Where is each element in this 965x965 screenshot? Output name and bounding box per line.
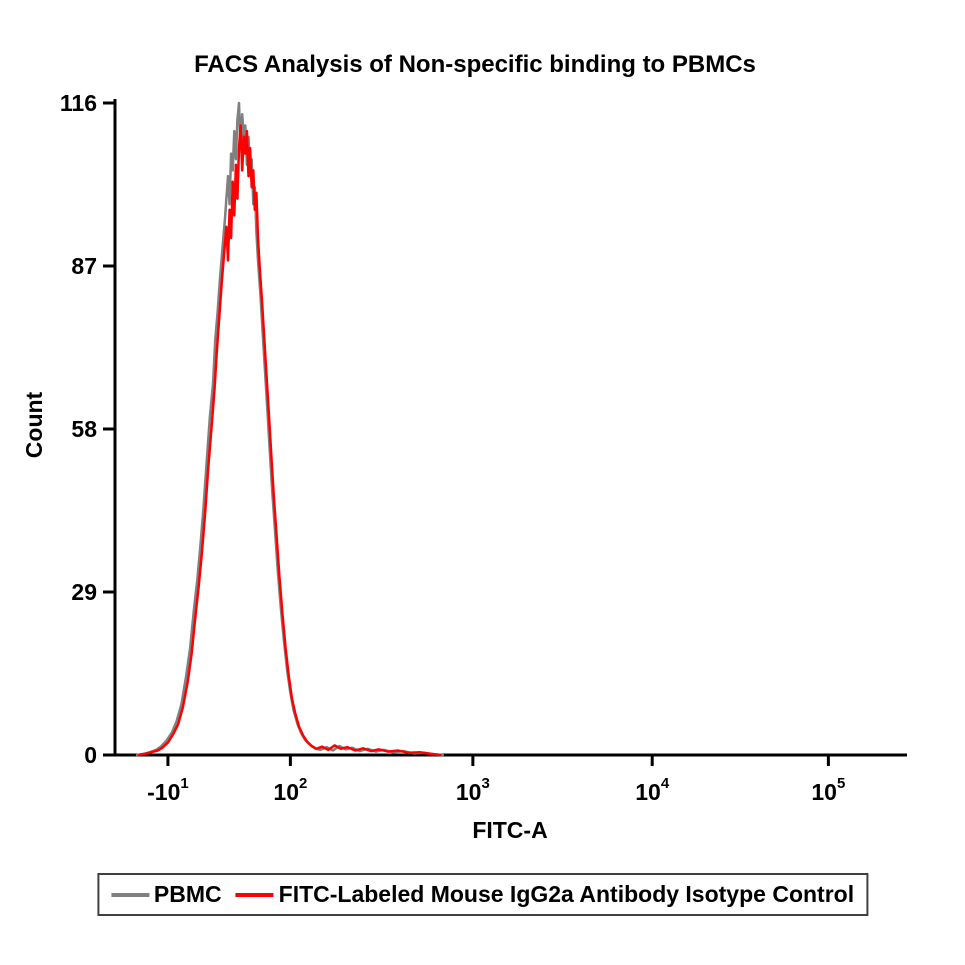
x-tick-label: -101 <box>147 775 189 805</box>
legend-item-isotype-control: FITC-Labeled Mouse IgG2a Antibody Isotyp… <box>235 881 855 908</box>
pbmc-line-swatch <box>110 892 149 897</box>
legend-label-pbmc: PBMC <box>153 881 222 907</box>
x-tick-label: 104 <box>635 775 670 805</box>
chart-title: FACS Analysis of Non-specific binding to… <box>194 51 756 78</box>
histogram-chart: FACS Analysis of Non-specific binding to… <box>21 51 907 843</box>
y-tick-label: 58 <box>71 416 97 442</box>
x-tick-label: 102 <box>273 775 307 805</box>
y-tick-label: 29 <box>71 579 97 605</box>
isotype-control-line-swatch <box>235 892 274 897</box>
y-tick-label: 116 <box>60 90 97 116</box>
x-tick-label: 103 <box>456 775 490 805</box>
x-tick-label: 105 <box>811 775 845 805</box>
legend: PBMC FITC-Labeled Mouse IgG2a Antibody I… <box>96 873 869 916</box>
isotype-control-curve <box>137 124 442 757</box>
y-axis-label: Count <box>21 391 47 458</box>
x-axis-label: FITC-A <box>472 817 547 843</box>
legend-label-isotype-control: FITC-Labeled Mouse IgG2a Antibody Isotyp… <box>278 881 855 907</box>
y-tick-label: 0 <box>84 742 97 768</box>
plot-area: 0 29 58 87 116 -101 102 103 104 105 <box>60 90 907 805</box>
y-tick-label: 87 <box>71 253 97 279</box>
legend-item-pbmc: PBMC <box>110 881 222 908</box>
pbmc-curve <box>135 101 445 757</box>
